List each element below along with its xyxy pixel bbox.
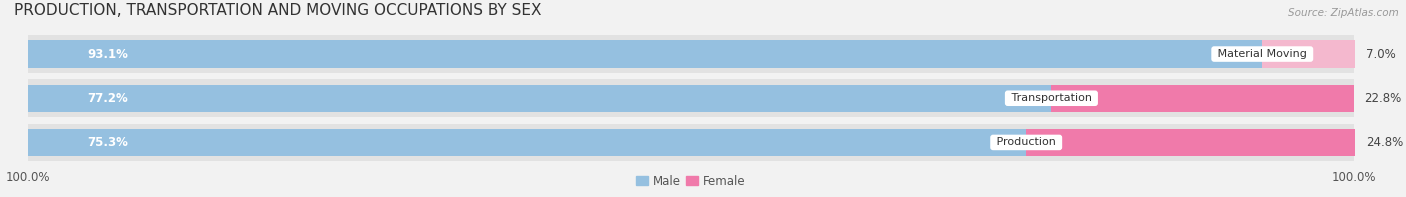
Text: PRODUCTION, TRANSPORTATION AND MOVING OCCUPATIONS BY SEX: PRODUCTION, TRANSPORTATION AND MOVING OC… xyxy=(14,3,541,18)
Text: Production: Production xyxy=(993,138,1059,147)
Text: 24.8%: 24.8% xyxy=(1365,136,1403,149)
Bar xyxy=(28,124,1354,161)
Text: Source: ZipAtlas.com: Source: ZipAtlas.com xyxy=(1288,8,1399,18)
Bar xyxy=(28,129,1026,156)
Text: 75.3%: 75.3% xyxy=(87,136,128,149)
Text: 93.1%: 93.1% xyxy=(87,47,128,60)
Text: Transportation: Transportation xyxy=(1008,93,1095,103)
Text: 22.8%: 22.8% xyxy=(1364,92,1402,105)
Legend: Male, Female: Male, Female xyxy=(631,170,751,192)
Text: 77.2%: 77.2% xyxy=(87,92,128,105)
Bar xyxy=(28,35,1354,73)
Bar xyxy=(1263,40,1355,68)
Bar xyxy=(1026,129,1355,156)
Bar xyxy=(28,85,1052,112)
Bar xyxy=(28,40,1263,68)
Text: 7.0%: 7.0% xyxy=(1365,47,1396,60)
Bar xyxy=(1052,85,1354,112)
Text: Material Moving: Material Moving xyxy=(1215,49,1310,59)
Bar xyxy=(28,79,1354,117)
